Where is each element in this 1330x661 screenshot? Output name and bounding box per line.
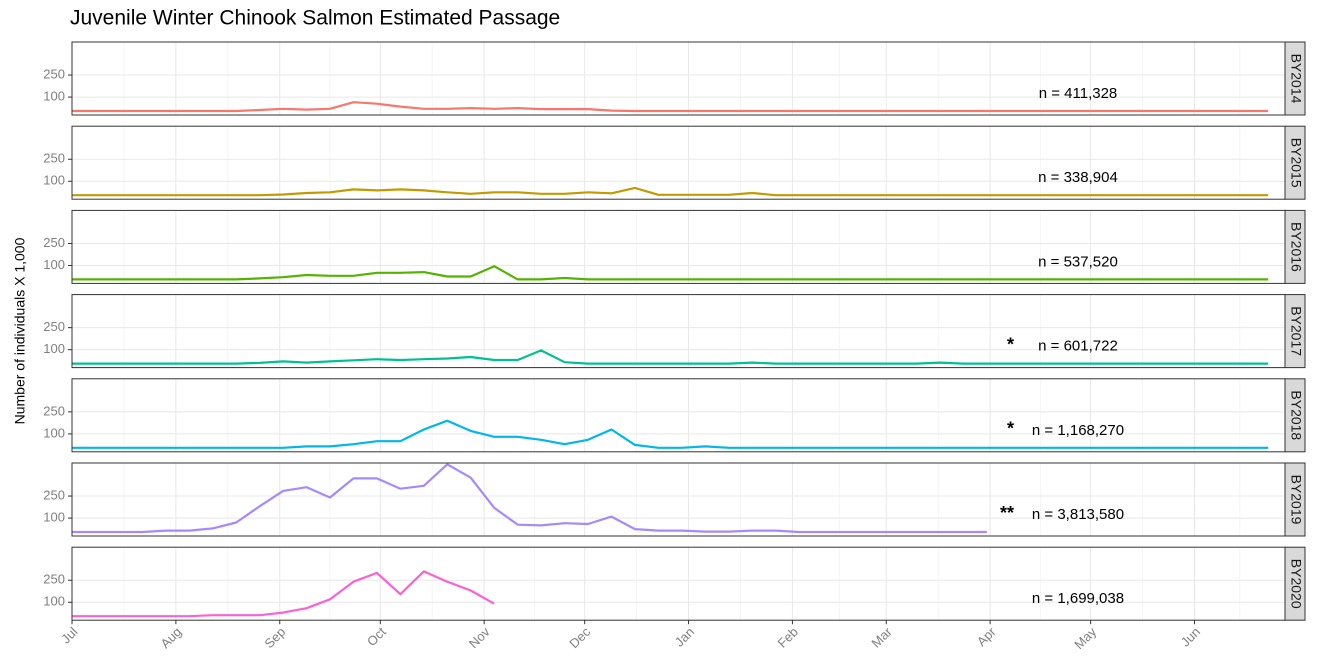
strip (1284, 41, 1306, 116)
panel-background (72, 42, 1285, 115)
y-tick-label: 100 (43, 594, 65, 609)
panel-background (72, 210, 1285, 284)
series-line (72, 101, 1269, 113)
annotation-flag: * (1007, 419, 1014, 439)
y-tick-label: 100 (43, 173, 65, 188)
x-tick-label: Apr (974, 624, 999, 649)
strip-label: BY2018 (1288, 390, 1304, 440)
annotation: n = 411,328 (1039, 85, 1118, 102)
series-line (72, 186, 1269, 197)
strip-label: BY2016 (1288, 222, 1304, 272)
strip (1284, 209, 1306, 284)
annotation: n = 3,813,580 (1032, 506, 1124, 523)
x-tick-label: Jul (58, 624, 80, 646)
x-tick-label: Mar (868, 624, 895, 651)
annotation: n = 601,722 (1038, 338, 1118, 355)
annotation: n = 338,904 (1038, 169, 1118, 186)
strip (1284, 462, 1306, 537)
x-tick-label: Nov (466, 624, 493, 651)
y-tick-label: 100 (43, 425, 65, 440)
annotation-flag: ** (1000, 503, 1014, 523)
x-tick-label: Oct (364, 624, 389, 649)
strip-label: BY2017 (1288, 306, 1304, 356)
strip (1284, 546, 1306, 621)
strip (1284, 125, 1306, 200)
strip-label: BY2019 (1288, 475, 1304, 525)
series-line (72, 265, 1269, 281)
x-tick-label: Dec (566, 624, 593, 651)
y-tick-label: 100 (43, 510, 65, 525)
y-tick-label: 250 (43, 572, 65, 587)
y-axis-label: Number of individuals X 1,000 (12, 237, 28, 424)
strip-label: BY2015 (1288, 138, 1304, 188)
panel-background (72, 294, 1285, 368)
strip-label: BY2020 (1288, 559, 1304, 609)
panel-background (72, 378, 1285, 452)
series-line (72, 463, 987, 534)
strip-label: BY2014 (1288, 54, 1304, 104)
y-tick-label: 250 (43, 66, 65, 81)
y-tick-label: 100 (43, 257, 65, 272)
chart-title: Juvenile Winter Chinook Salmon Estimated… (70, 7, 560, 30)
x-tick-label: Jan (672, 624, 697, 649)
series-line (72, 570, 495, 618)
y-tick-label: 100 (43, 89, 65, 104)
series-line (72, 349, 1269, 365)
x-tick-label: May (1071, 624, 1099, 652)
x-tick-label: Sep (261, 624, 288, 651)
panel-background (72, 126, 1285, 200)
strip (1284, 378, 1306, 453)
annotation: n = 1,699,038 (1032, 590, 1124, 607)
y-tick-label: 250 (43, 151, 65, 166)
y-tick-label: 250 (43, 235, 65, 250)
y-tick-label: 250 (43, 403, 65, 418)
annotation: n = 537,520 (1038, 253, 1118, 270)
annotation-flag: * (1007, 334, 1014, 354)
y-tick-label: 250 (43, 319, 65, 334)
y-tick-label: 100 (43, 341, 65, 356)
strip (1284, 294, 1306, 369)
panel-background (72, 463, 1285, 536)
panel-background (72, 547, 1285, 621)
series-line (72, 419, 1269, 449)
annotation: n = 1,168,270 (1032, 422, 1124, 439)
x-tick-label: Feb (775, 624, 801, 650)
y-tick-label: 250 (43, 487, 65, 502)
x-tick-label: Aug (157, 624, 184, 651)
x-tick-label: Jun (1178, 624, 1203, 649)
